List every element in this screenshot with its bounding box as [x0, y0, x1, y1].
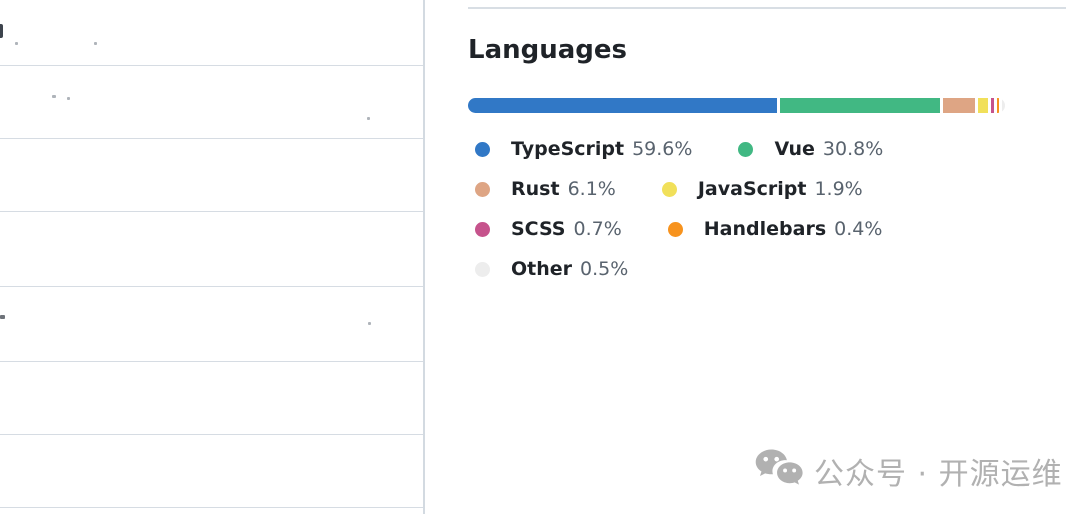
language-legend-item-rust[interactable]: Rust 6.1% [475, 177, 616, 201]
language-color-dot [475, 181, 490, 197]
watermark-text: 公众号 · 开源运维 [814, 457, 1063, 492]
language-bar-segment-typescript[interactable] [468, 98, 778, 113]
languages-panel: Languages TypeScript 59.6% Vue 30.8% Rust 6.1… [468, 7, 1066, 281]
language-bar-segment-other[interactable] [1002, 98, 1005, 113]
file-list-row [0, 66, 423, 139]
clipped-text-fragment [0, 24, 3, 38]
faded-text-speck [52, 95, 56, 98]
language-color-dot [661, 181, 677, 197]
language-name: Vue [774, 138, 815, 160]
language-breakdown-bar [468, 98, 1005, 113]
faded-text-speck [368, 322, 371, 325]
file-list-row [0, 287, 423, 362]
language-bar-segment-javascript[interactable] [977, 98, 988, 113]
file-list-row [0, 139, 423, 212]
language-color-dot [475, 221, 490, 237]
language-legend-item-javascript[interactable]: JavaScript 1.9% [661, 177, 863, 201]
language-bar-segment-handlebars[interactable] [997, 98, 1000, 113]
language-percent: 0.5% [580, 258, 629, 280]
language-percent: 0.4% [834, 218, 883, 240]
file-list-row [0, 362, 423, 435]
languages-heading: Languages [468, 35, 628, 65]
language-percent: 6.1% [567, 178, 616, 200]
language-legend: TypeScript 59.6% Vue 30.8% Rust 6.1% JavaScrip… [468, 137, 938, 281]
faded-text-speck [367, 117, 370, 120]
language-color-dot [475, 141, 490, 157]
language-name: TypeScript [511, 138, 625, 160]
language-name: Other [511, 258, 573, 280]
language-name: Rust [511, 178, 560, 200]
language-color-dot [738, 141, 754, 157]
faded-text-speck [94, 42, 97, 45]
language-percent: 30.8% [822, 138, 884, 160]
language-name: JavaScript [697, 178, 807, 200]
language-legend-item-vue[interactable]: Vue 30.8% [738, 137, 883, 161]
language-color-dot [475, 261, 490, 277]
language-bar-segment-scss[interactable] [990, 98, 995, 113]
language-percent: 59.6% [632, 138, 693, 160]
language-color-dot [667, 221, 683, 237]
faded-text-speck [67, 97, 70, 100]
clipped-text-fragment [0, 315, 5, 319]
language-legend-item-scss[interactable]: SCSS 0.7% [475, 217, 622, 241]
wechat-icon [752, 446, 804, 496]
file-list-row [0, 212, 423, 287]
watermark: 公众号 · 开源运维 [752, 446, 1063, 496]
file-list-row [0, 508, 423, 514]
language-name: SCSS [511, 218, 566, 240]
language-percent: 0.7% [573, 218, 622, 240]
file-list-table [0, 0, 425, 514]
file-list-row [0, 0, 423, 66]
language-legend-item-typescript[interactable]: TypeScript 59.6% [475, 137, 692, 161]
language-bar-segment-vue[interactable] [780, 98, 941, 113]
language-name: Handlebars [703, 218, 827, 240]
language-percent: 1.9% [814, 178, 863, 200]
language-legend-item-other[interactable]: Other 0.5% [475, 257, 628, 281]
file-list-row [0, 435, 423, 508]
language-legend-item-handlebars[interactable]: Handlebars 0.4% [667, 217, 883, 241]
faded-text-speck [15, 42, 18, 45]
language-bar-segment-rust[interactable] [943, 98, 975, 113]
